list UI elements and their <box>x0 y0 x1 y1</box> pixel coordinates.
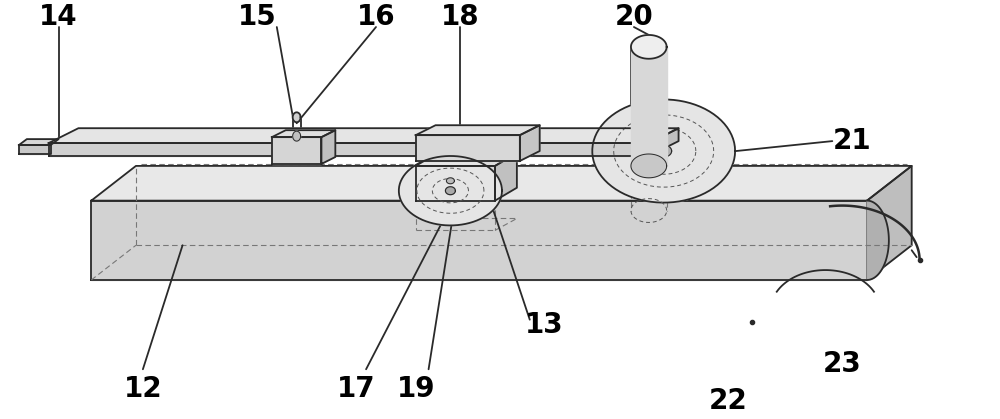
Polygon shape <box>631 35 667 59</box>
Polygon shape <box>446 178 454 184</box>
Polygon shape <box>19 139 59 145</box>
Polygon shape <box>19 145 51 154</box>
Text: 15: 15 <box>238 3 276 31</box>
Polygon shape <box>445 187 455 195</box>
Polygon shape <box>321 130 335 164</box>
Polygon shape <box>293 112 301 122</box>
Polygon shape <box>656 145 672 157</box>
Text: 19: 19 <box>396 375 435 403</box>
Polygon shape <box>520 125 540 161</box>
Polygon shape <box>399 156 502 225</box>
Polygon shape <box>495 153 517 201</box>
Polygon shape <box>416 125 540 135</box>
Polygon shape <box>416 166 495 201</box>
Polygon shape <box>49 128 679 143</box>
Text: 16: 16 <box>357 3 395 31</box>
Text: 21: 21 <box>833 127 871 155</box>
Polygon shape <box>631 154 667 178</box>
Text: 20: 20 <box>615 3 653 31</box>
Text: 14: 14 <box>39 3 78 31</box>
Polygon shape <box>416 153 517 166</box>
Polygon shape <box>91 201 867 280</box>
Text: 12: 12 <box>124 375 162 403</box>
Polygon shape <box>416 135 520 161</box>
Text: 23: 23 <box>823 350 862 378</box>
Polygon shape <box>293 131 301 141</box>
Text: 22: 22 <box>709 387 748 415</box>
Polygon shape <box>592 99 735 203</box>
Polygon shape <box>867 201 889 280</box>
Polygon shape <box>272 137 321 164</box>
Text: 13: 13 <box>525 310 564 339</box>
Polygon shape <box>49 143 649 156</box>
Text: 18: 18 <box>441 3 480 31</box>
Text: 17: 17 <box>337 375 375 403</box>
Polygon shape <box>867 166 912 280</box>
Polygon shape <box>91 166 912 201</box>
Polygon shape <box>649 128 679 156</box>
Polygon shape <box>272 130 335 137</box>
